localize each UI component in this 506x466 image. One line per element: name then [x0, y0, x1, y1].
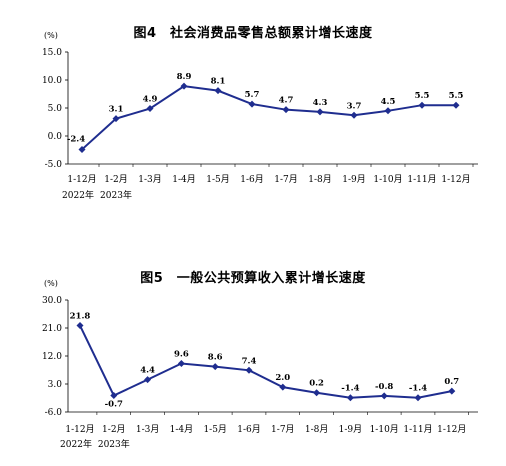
year-label: 2022年: [60, 438, 92, 450]
x-tick-label: 1-11月: [403, 424, 432, 435]
x-tick-label: 1-6月: [237, 424, 261, 435]
data-label: 4.3: [313, 98, 328, 108]
data-point: [177, 359, 185, 367]
data-label: 4.4: [140, 366, 155, 376]
data-label: 5.7: [245, 90, 260, 100]
series-line: [79, 325, 452, 399]
data-point: [146, 105, 154, 113]
data-point: [279, 383, 287, 391]
x-tick-label: 1-3月: [138, 174, 162, 185]
data-point: [112, 115, 120, 123]
data-point: [214, 87, 222, 95]
data-point: [282, 106, 290, 114]
y-tick-label: -6.0: [45, 408, 63, 418]
data-label: -0.8: [375, 382, 393, 392]
data-point: [350, 111, 358, 119]
y-tick-label: 10.0: [42, 76, 62, 86]
data-label: 5.5: [449, 91, 464, 101]
x-tick-label: 1-5月: [206, 174, 230, 185]
x-tick-label: 1-10月: [370, 424, 399, 435]
x-tick-label: 1-12月: [441, 174, 470, 185]
data-label: -2.4: [67, 134, 85, 144]
x-tick-label: 1-12月: [65, 424, 94, 435]
data-point: [380, 392, 388, 400]
x-tick-label: 1-5月: [203, 424, 227, 435]
data-point: [110, 392, 118, 400]
x-tick-label: 1-9月: [339, 424, 363, 435]
y-tick-label: 3.0: [48, 380, 63, 390]
data-label: -1.4: [409, 384, 427, 394]
data-label: -1.4: [341, 384, 359, 394]
x-tick-label: 1-3月: [136, 424, 160, 435]
data-label: 8.6: [208, 353, 223, 363]
y-tick-label: 15.0: [42, 48, 62, 58]
data-label: 4.7: [279, 96, 294, 106]
series-line: [81, 85, 456, 151]
year-label: 2022年: [62, 189, 94, 201]
data-point: [418, 101, 426, 109]
x-tick-label: 1-7月: [271, 424, 295, 435]
y-tick-label: 5.0: [48, 104, 63, 114]
data-point: [452, 101, 460, 109]
year-label: 2023年: [98, 438, 130, 450]
x-tick-label: 1-11月: [407, 174, 436, 185]
data-point: [316, 108, 324, 116]
data-label: 9.6: [174, 349, 189, 359]
data-label: 0.7: [444, 377, 459, 387]
data-point: [313, 389, 321, 397]
data-label: 3.7: [347, 101, 362, 111]
data-label: 2.0: [275, 373, 290, 383]
data-label: 4.9: [143, 95, 158, 105]
y-tick-label: 30.0: [42, 296, 62, 306]
x-tick-label: 1-9月: [342, 174, 366, 185]
data-point: [384, 107, 392, 115]
data-point: [144, 376, 152, 384]
chart-4: 图4 社会消费品零售总额累计增长速度 15.0 10.0 5.0 0.0 -5.0 (%)…: [0, 0, 506, 230]
data-label: 5.5: [415, 91, 430, 101]
y-unit-label: (%): [44, 279, 58, 288]
chart-title: 图4 社会消费品零售总额累计增长速度: [133, 26, 373, 41]
data-point: [346, 394, 354, 402]
data-label: 3.1: [109, 105, 124, 115]
data-point: [248, 100, 256, 108]
data-label: -0.7: [105, 400, 123, 410]
y-unit-label: (%): [44, 31, 58, 40]
data-label: 8.9: [177, 72, 192, 82]
data-point: [76, 322, 84, 330]
x-tick-label: 1-10月: [373, 174, 402, 185]
x-tick-label: 1-2月: [102, 424, 126, 435]
x-tick-label: 1-4月: [170, 424, 194, 435]
y-tick-label: 12.0: [42, 352, 62, 362]
data-point: [245, 366, 253, 374]
data-point: [78, 145, 86, 153]
y-tick-label: -5.0: [45, 160, 63, 170]
x-tick-label: 1-12月: [437, 424, 466, 435]
y-tick-label: 21.0: [42, 324, 62, 334]
data-label: 7.4: [242, 356, 257, 366]
chart-title: 图5 一般公共预算收入累计增长速度: [140, 271, 366, 286]
y-tick-label: 0.0: [48, 132, 63, 142]
x-tick-label: 1-4月: [172, 174, 196, 185]
x-tick-label: 1-8月: [305, 424, 329, 435]
x-tick-label: 1-2月: [104, 174, 128, 185]
data-label: 4.5: [381, 97, 396, 107]
data-point: [414, 394, 422, 402]
x-tick-label: 1-7月: [274, 174, 298, 185]
data-point: [448, 387, 456, 395]
data-label: 21.8: [70, 312, 91, 322]
chart-plot: 15.0 10.0 5.0 0.0 -5.0 (%) 1-12月 1-2月 1-3月 1-4月 1-…: [42, 31, 478, 201]
x-tick-label: 1-6月: [240, 174, 264, 185]
data-label: 8.1: [211, 77, 226, 87]
data-point: [211, 363, 219, 371]
data-point: [180, 82, 188, 90]
data-label: 0.2: [309, 379, 324, 389]
x-tick-label: 1-8月: [308, 174, 332, 185]
x-tick-label: 1-12月: [67, 174, 96, 185]
year-label: 2023年: [100, 189, 132, 201]
